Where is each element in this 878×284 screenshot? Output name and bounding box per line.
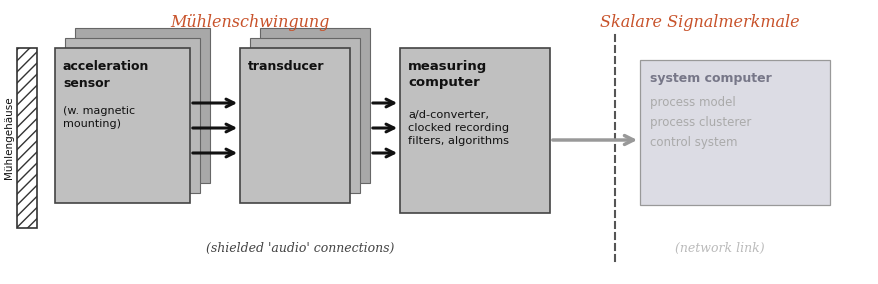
Text: process model: process model	[649, 96, 735, 109]
Bar	[55, 48, 190, 203]
Text: process clusterer: process clusterer	[649, 116, 751, 129]
Bar	[249, 38, 360, 193]
Text: a/d-converter,
clocked recording
filters, algorithms: a/d-converter, clocked recording filters…	[407, 110, 508, 146]
Bar	[639, 60, 829, 205]
Text: transducer: transducer	[248, 60, 324, 73]
Bar	[399, 48, 550, 213]
Text: acceleration
sensor: acceleration sensor	[63, 60, 149, 89]
Text: measuring
computer: measuring computer	[407, 60, 486, 89]
Text: control system: control system	[649, 136, 737, 149]
Text: (shielded 'audio' connections): (shielded 'audio' connections)	[205, 241, 393, 254]
Bar	[17, 48, 37, 228]
Text: Mühlenschwingung: Mühlenschwingung	[170, 14, 329, 30]
Text: (network link): (network link)	[674, 241, 764, 254]
Text: Skalare Signalmerkmale: Skalare Signalmerkmale	[600, 14, 799, 30]
Bar	[65, 38, 200, 193]
Text: (w. magnetic
mounting): (w. magnetic mounting)	[63, 106, 135, 129]
Text: system computer: system computer	[649, 72, 771, 85]
Bar	[240, 48, 349, 203]
Bar	[260, 28, 370, 183]
Text: Mühlengehäuse: Mühlengehäuse	[4, 97, 14, 179]
Bar	[75, 28, 210, 183]
